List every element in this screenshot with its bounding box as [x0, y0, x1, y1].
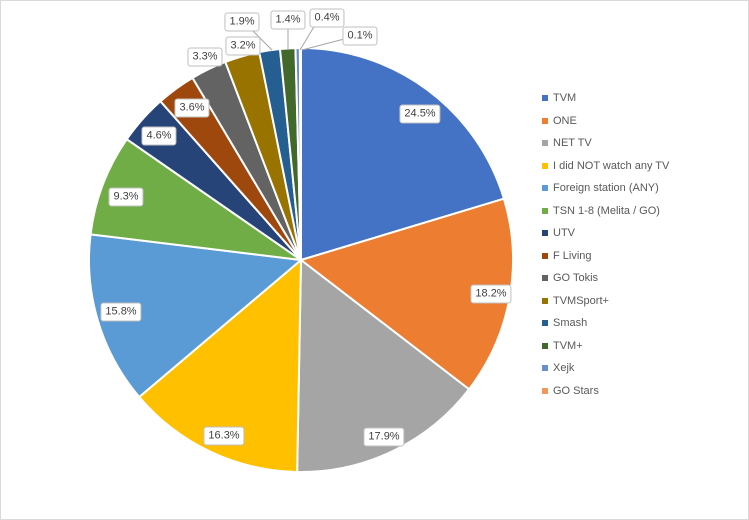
legend-label: TSN 1-8 (Melita / GO)	[553, 204, 660, 217]
legend-item[interactable]: I did NOT watch any TV	[542, 155, 669, 178]
legend-item[interactable]: ONE	[542, 110, 669, 133]
data-label: 1.4%	[270, 10, 306, 30]
data-label: 17.9%	[363, 427, 405, 447]
legend-item[interactable]: F Living	[542, 245, 669, 268]
data-label: 18.2%	[470, 284, 512, 304]
legend-swatch-icon	[542, 95, 548, 102]
legend-label: TVM	[553, 92, 577, 105]
legend-item[interactable]: Xejk	[542, 357, 669, 380]
legend-swatch-icon	[542, 230, 548, 237]
legend-swatch-icon	[542, 320, 548, 327]
data-label: 0.1%	[342, 26, 378, 46]
pie-slice-i-did-not-watch-any-tv[interactable]	[137, 257, 303, 473]
pie-slice-foreign-station-any-[interactable]	[88, 233, 304, 399]
legend-label: I did NOT watch any TV	[553, 159, 670, 172]
legend-swatch-icon	[542, 387, 548, 394]
legend-item[interactable]: NET TV	[542, 132, 669, 155]
legend-label: GO Tokis	[553, 272, 599, 285]
data-label: 16.3%	[203, 426, 245, 446]
data-label: 3.2%	[225, 36, 261, 56]
data-label: 9.3%	[108, 187, 144, 207]
legend-swatch-icon	[542, 275, 548, 282]
legend-swatch-icon	[542, 117, 548, 124]
legend-label: Smash	[553, 317, 588, 330]
data-label: 3.3%	[187, 47, 223, 67]
legend-item[interactable]: GO Stars	[542, 380, 669, 403]
legend-label: GO Stars	[553, 384, 599, 397]
legend-swatch-icon	[542, 185, 548, 192]
legend-swatch-icon	[542, 162, 548, 169]
legend: TVM ONE NET TV I did NOT watch any TV Foreig…	[542, 87, 669, 402]
data-label: 15.8%	[100, 302, 142, 322]
legend-item[interactable]: TSN 1-8 (Melita / GO)	[542, 200, 669, 223]
legend-label: Foreign station (ANY)	[553, 182, 659, 195]
legend-item[interactable]: TVM+	[542, 335, 669, 358]
legend-swatch-icon	[542, 365, 548, 372]
legend-label: ONE	[553, 114, 577, 127]
data-label: 0.4%	[309, 8, 345, 28]
legend-swatch-icon	[542, 207, 548, 214]
leader-line	[251, 29, 273, 51]
legend-item[interactable]: TVMSport+	[542, 290, 669, 313]
legend-item[interactable]: UTV	[542, 222, 669, 245]
legend-swatch-icon	[542, 140, 548, 147]
legend-label: TVMSport+	[553, 294, 609, 307]
legend-label: F Living	[553, 249, 592, 262]
pie-slice-net-tv[interactable]	[296, 257, 471, 473]
pie-slice-tvm[interactable]	[300, 46, 506, 262]
legend-item[interactable]: TVM	[542, 87, 669, 110]
legend-label: UTV	[553, 227, 575, 240]
data-label: 3.6%	[174, 98, 210, 118]
data-label: 24.5%	[399, 104, 441, 124]
legend-swatch-icon	[542, 342, 548, 349]
legend-item[interactable]: Smash	[542, 312, 669, 335]
legend-label: NET TV	[553, 137, 592, 150]
legend-label: Xejk	[553, 362, 575, 375]
legend-label: TVM+	[553, 339, 583, 352]
data-label: 4.6%	[141, 126, 177, 146]
pie-slice-go-stars[interactable]	[298, 46, 302, 261]
legend-swatch-icon	[542, 297, 548, 304]
leader-line	[301, 37, 349, 51]
data-label: 1.9%	[224, 12, 260, 32]
legend-swatch-icon	[542, 252, 548, 259]
legend-item[interactable]: GO Tokis	[542, 267, 669, 290]
pie-slice-tsn-1-8-melita-go-[interactable]	[89, 137, 302, 261]
legend-item[interactable]: Foreign station (ANY)	[542, 177, 669, 200]
